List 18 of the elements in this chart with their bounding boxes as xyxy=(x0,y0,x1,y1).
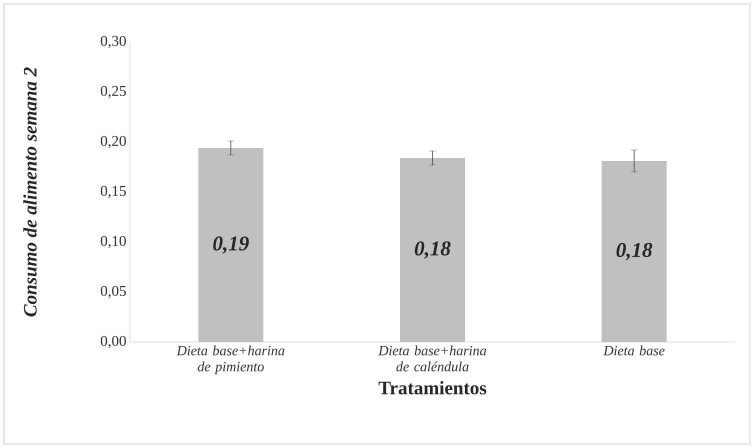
bar xyxy=(602,161,667,342)
x-tick-label: Dieta base+harina de caléndula xyxy=(378,346,486,372)
y-tick-label: 0,30 xyxy=(100,36,126,48)
bar xyxy=(400,158,466,342)
y-tick-label: 0,20 xyxy=(100,136,126,148)
data-label: 0,18 xyxy=(616,242,652,260)
x-tick-label: Dieta base+harina de pimiento xyxy=(176,346,284,374)
x-axis-title: Tratamientos xyxy=(378,381,486,394)
x-tick-label: Dieta base xyxy=(603,346,665,356)
y-tick-label: 0,25 xyxy=(100,86,126,98)
data-label: 0,18 xyxy=(414,241,451,259)
y-tick-label: 0,15 xyxy=(100,186,126,198)
y-axis-title: Consumo de alimento semana 2 xyxy=(23,67,37,316)
data-label: 0,19 xyxy=(213,236,249,254)
bar xyxy=(198,148,264,342)
y-tick-label: 0,05 xyxy=(100,286,126,298)
y-tick-label: 0,00 xyxy=(100,336,126,348)
y-tick-label: 0,10 xyxy=(100,236,126,248)
